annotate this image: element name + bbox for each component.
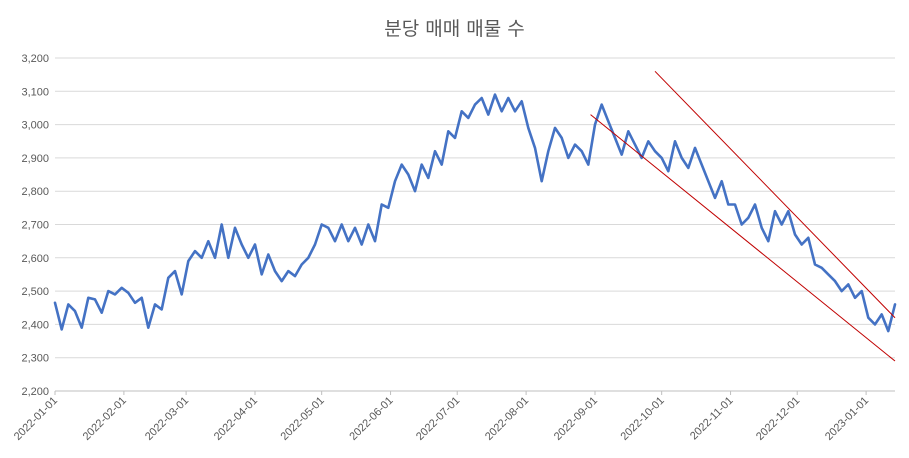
trendline-upper (654, 70, 896, 319)
y-tick-label: 3,100 (21, 86, 49, 98)
x-tick-label: 2022-02-01 (81, 395, 129, 443)
trendline-lower (590, 114, 896, 362)
y-tick-label: 2,400 (21, 319, 49, 331)
y-tick-label: 2,900 (21, 153, 49, 165)
y-tick-label: 3,000 (21, 120, 49, 132)
y-tick-label: 3,200 (21, 53, 49, 65)
x-tick-label: 2022-11-01 (688, 395, 736, 443)
x-tick-label: 2022-03-01 (143, 395, 191, 443)
y-tick-label: 2,300 (21, 353, 49, 365)
x-tick-label: 2022-08-01 (483, 395, 531, 443)
x-tick-label: 2022-04-01 (212, 395, 260, 443)
y-tick-label: 2,600 (21, 253, 49, 265)
x-tick-label: 2022-05-01 (279, 395, 327, 443)
y-tick-label: 2,800 (21, 186, 49, 198)
x-tick-label: 2022-07-01 (414, 395, 462, 443)
y-tick-label: 2,200 (21, 386, 49, 398)
x-tick-label: 2022-12-01 (754, 395, 802, 443)
x-tick-label: 2022-10-01 (619, 395, 667, 443)
x-tick-label: 2022-01-01 (12, 395, 60, 443)
x-tick-label: 2023-01-01 (823, 395, 871, 443)
x-tick-label: 2022-09-01 (552, 395, 600, 443)
y-tick-label: 2,700 (21, 220, 49, 232)
y-tick-label: 2,500 (21, 286, 49, 298)
series-line (53, 93, 897, 333)
chart-title: 분당 매매 매물 수 (384, 18, 525, 40)
x-tick-label: 2022-06-01 (347, 395, 395, 443)
